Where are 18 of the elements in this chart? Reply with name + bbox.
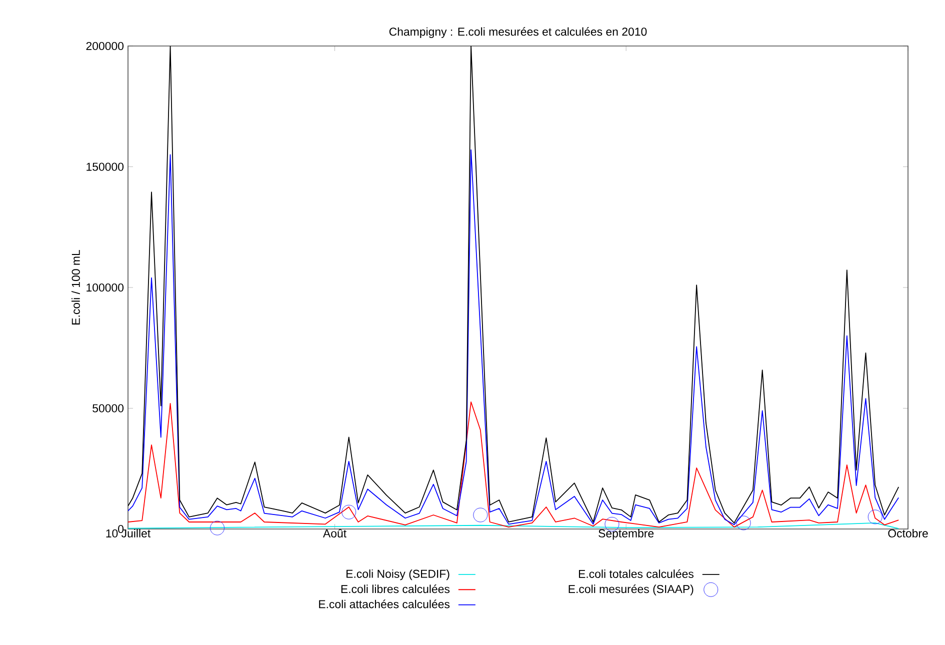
y-tick-label: 200000 — [86, 42, 124, 50]
legend-label: E.coli attachées calculées — [319, 600, 450, 608]
legend-label: E.coli Noisy (SEDIF) — [346, 569, 450, 580]
y-axis-title: E.coli / 100 mL — [72, 250, 80, 324]
y-tick-label: 100000 — [86, 283, 124, 292]
line-series — [128, 149, 900, 526]
line-series — [128, 402, 900, 528]
y-tick-label: 0 — [118, 524, 124, 534]
line-series — [128, 46, 900, 524]
chart-title: Champigny : E.coli mesurées et calculées en 2010 — [389, 27, 647, 38]
legend-label: E.coli totales calculées — [578, 569, 694, 578]
y-tick-label: 150000 — [86, 162, 124, 171]
legend-label: E.coli libres calculées — [341, 584, 450, 594]
x-tick-label: Octobre — [888, 529, 928, 538]
legend-label: E.coli mesurées (SIAAP) — [568, 584, 694, 596]
x-tick-label: Août — [322, 529, 346, 538]
x-tick-label: Septembre — [598, 529, 654, 540]
y-tick-label: 50000 — [92, 404, 124, 412]
